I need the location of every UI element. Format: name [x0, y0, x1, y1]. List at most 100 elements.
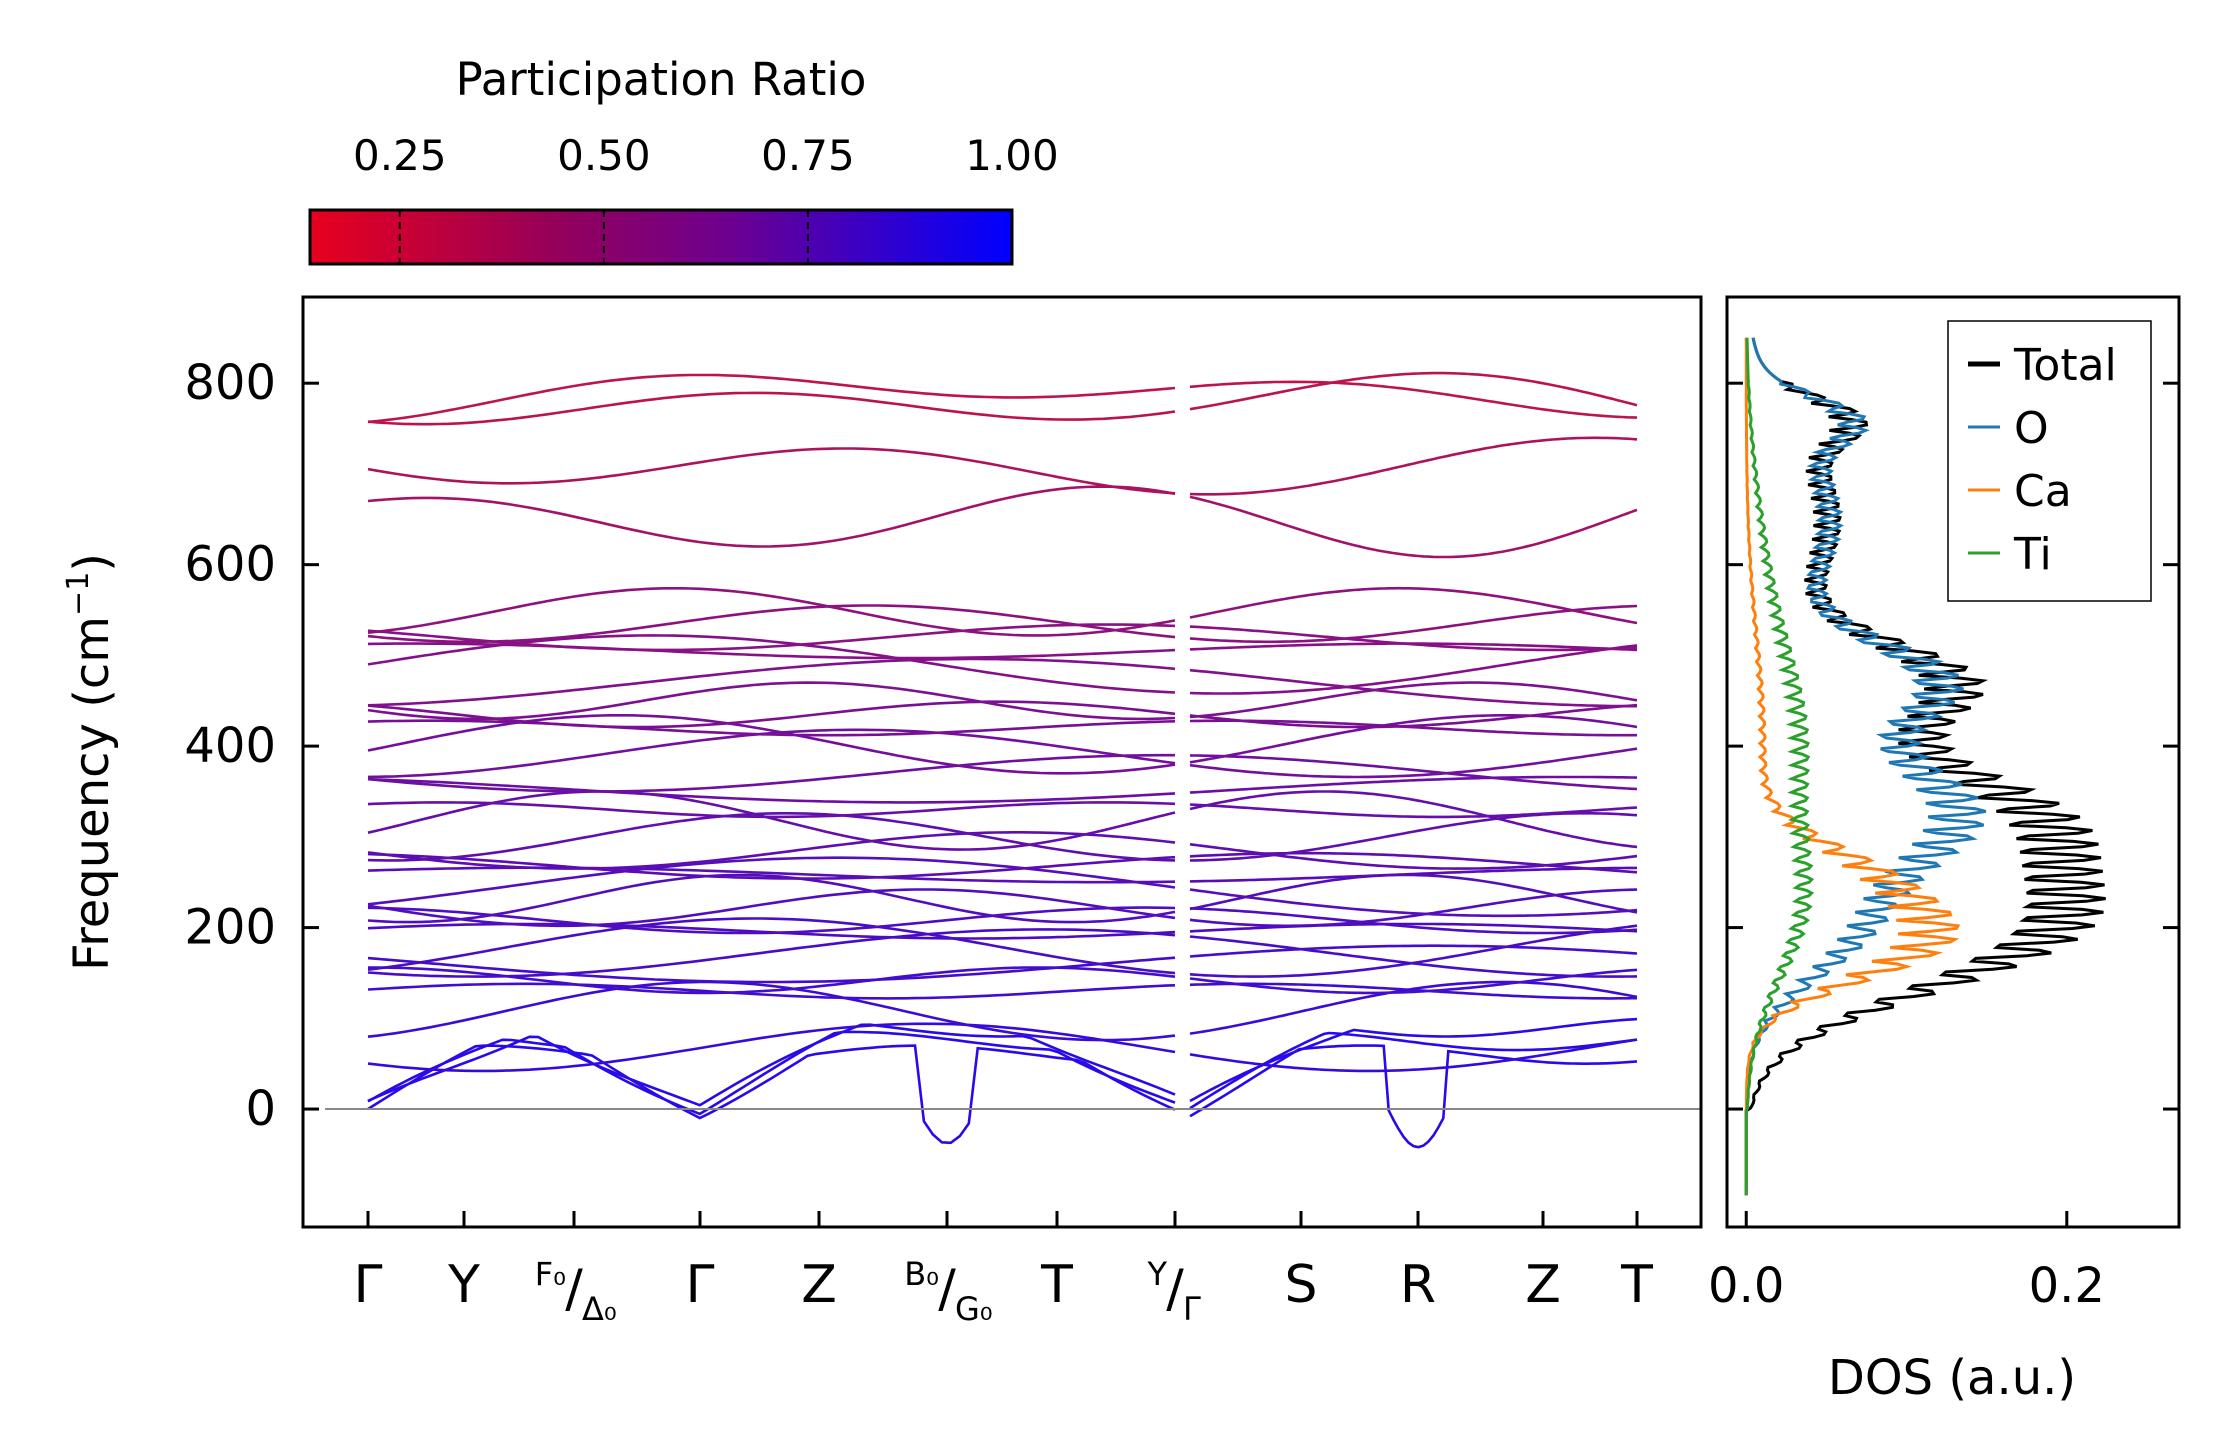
colorbar: Participation Ratio 0.25 0.50 0.75 1.00 — [308, 53, 1059, 266]
phonon-band — [367, 982, 1176, 1000]
frequency-label-main: Frequency (cm — [64, 616, 120, 971]
colorbar-label: Participation Ratio — [456, 53, 867, 106]
k-path-ticks: Γ Y F₀ / Δ₀ Γ Z B₀ / G₀ T Y / Γ S R Z T — [354, 1211, 1653, 1328]
phonon-band — [1189, 586, 1638, 625]
phonon-band — [367, 753, 1175, 793]
k-point-label-sub: G₀ — [955, 1290, 993, 1328]
k-point-label: T — [1620, 1255, 1653, 1315]
phonon-band — [1189, 803, 1638, 819]
phonon-band — [367, 852, 1176, 880]
phonon-band — [1189, 790, 1638, 849]
k-point-label: Z — [801, 1255, 837, 1315]
phonon-band — [1189, 436, 1638, 496]
k-point-label: S — [1284, 1255, 1317, 1315]
phonon-band — [1189, 888, 1638, 928]
phonon-band — [367, 866, 1176, 884]
phonon-band — [367, 485, 1176, 548]
k-point-label: Γ — [354, 1255, 383, 1315]
phonon-band — [1189, 1017, 1638, 1103]
y-tick-label: 0 — [245, 1081, 276, 1137]
colorbar-gradient — [308, 208, 1014, 266]
k-point-label-sup: B₀ — [904, 1255, 939, 1293]
phonon-band — [367, 728, 1176, 779]
dos-tick-label: 0.0 — [1708, 1258, 1784, 1314]
phonon-band — [1189, 775, 1638, 794]
legend-label-total: Total — [2013, 340, 2117, 391]
phonon-band — [367, 980, 1176, 1042]
phonon-band — [367, 906, 1176, 935]
phonon-band — [367, 928, 1176, 978]
k-point-label-slash: / — [1166, 1259, 1184, 1319]
dos-tick-label: 0.2 — [2029, 1258, 2105, 1314]
y-tick-label: 400 — [184, 718, 276, 774]
k-point-label: Γ — [686, 1255, 715, 1315]
k-point-label-slash: / — [565, 1259, 583, 1319]
phonon-band — [367, 856, 1176, 906]
phonon-band — [1189, 714, 1638, 764]
phonon-band — [1189, 968, 1638, 995]
phonon-band — [367, 700, 1176, 729]
k-point-label-sub: Δ₀ — [582, 1290, 617, 1328]
phonon-band — [1189, 719, 1637, 737]
phonon-band — [1189, 703, 1638, 729]
phonon-bands — [367, 371, 1638, 1149]
phonon-band — [367, 777, 1176, 804]
phonon-band — [367, 888, 1176, 928]
phonon-band — [1189, 1044, 1638, 1149]
phonon-band — [367, 642, 1176, 660]
phonon-band — [367, 922, 1176, 940]
phonon-band — [1189, 888, 1638, 918]
phonon-band — [1189, 944, 1638, 958]
phonon-band — [367, 812, 1176, 862]
phonon-band — [1189, 371, 1638, 411]
phonon-band — [367, 873, 1176, 924]
dos-axis-ticks: 0.0 0.2 — [1708, 381, 2179, 1314]
y-tick-label: 800 — [184, 355, 276, 411]
frequency-axis-ticks: 0 200 400 600 800 — [184, 355, 319, 1137]
frequency-axis-label: Frequency (cm−1) — [61, 553, 120, 971]
phonon-band — [1189, 604, 1638, 644]
k-point-label: T — [1040, 1255, 1073, 1315]
k-point-label-slash: / — [938, 1259, 956, 1319]
phonon-band — [1189, 644, 1638, 695]
frequency-label-close: ) — [64, 553, 120, 572]
phonon-band — [367, 956, 1176, 984]
colorbar-tick-label: 0.25 — [353, 131, 447, 180]
k-point-label-sub: Γ — [1183, 1290, 1201, 1328]
phonon-band — [367, 831, 1176, 870]
phonon-band — [1189, 907, 1638, 935]
phonon-band — [367, 1044, 1176, 1145]
phonon-band — [367, 790, 1176, 851]
phonon-band — [367, 1030, 1176, 1116]
dos-legend: Total O Ca Ti — [1947, 320, 2152, 602]
phonon-band — [367, 801, 1176, 819]
phonon-band — [1189, 625, 1638, 652]
frequency-label-sup: −1 — [61, 572, 96, 616]
k-point-label: Z — [1525, 1255, 1561, 1315]
phonon-band — [1189, 681, 1638, 719]
dos-axis-label: DOS (a.u.) — [1828, 1350, 2076, 1406]
dos-series-ca — [1744, 337, 1961, 1196]
phonon-band — [1189, 754, 1638, 791]
phonon-band — [367, 587, 1176, 637]
phonon-band — [367, 447, 1176, 495]
phonon-band — [1189, 922, 1638, 933]
phonon-band — [367, 1022, 1176, 1073]
phonon-band — [367, 719, 1176, 737]
colorbar-tick-label: 1.00 — [965, 131, 1059, 180]
phonon-band — [367, 391, 1176, 426]
phonon-band — [368, 966, 1176, 995]
colorbar-tick-label: 0.75 — [761, 131, 855, 180]
phonon-band — [1189, 982, 1637, 1000]
k-point-label-sup: F₀ — [535, 1255, 566, 1293]
phonon-band — [367, 1023, 1176, 1107]
phonon-band — [1189, 924, 1638, 978]
phonon-band — [367, 917, 1176, 975]
band-plot-frame — [301, 295, 1703, 1229]
legend-label-ti: Ti — [2013, 529, 2052, 580]
k-point-label: R — [1400, 1255, 1436, 1315]
phonon-band — [1189, 668, 1637, 708]
phonon-band — [1189, 495, 1638, 559]
